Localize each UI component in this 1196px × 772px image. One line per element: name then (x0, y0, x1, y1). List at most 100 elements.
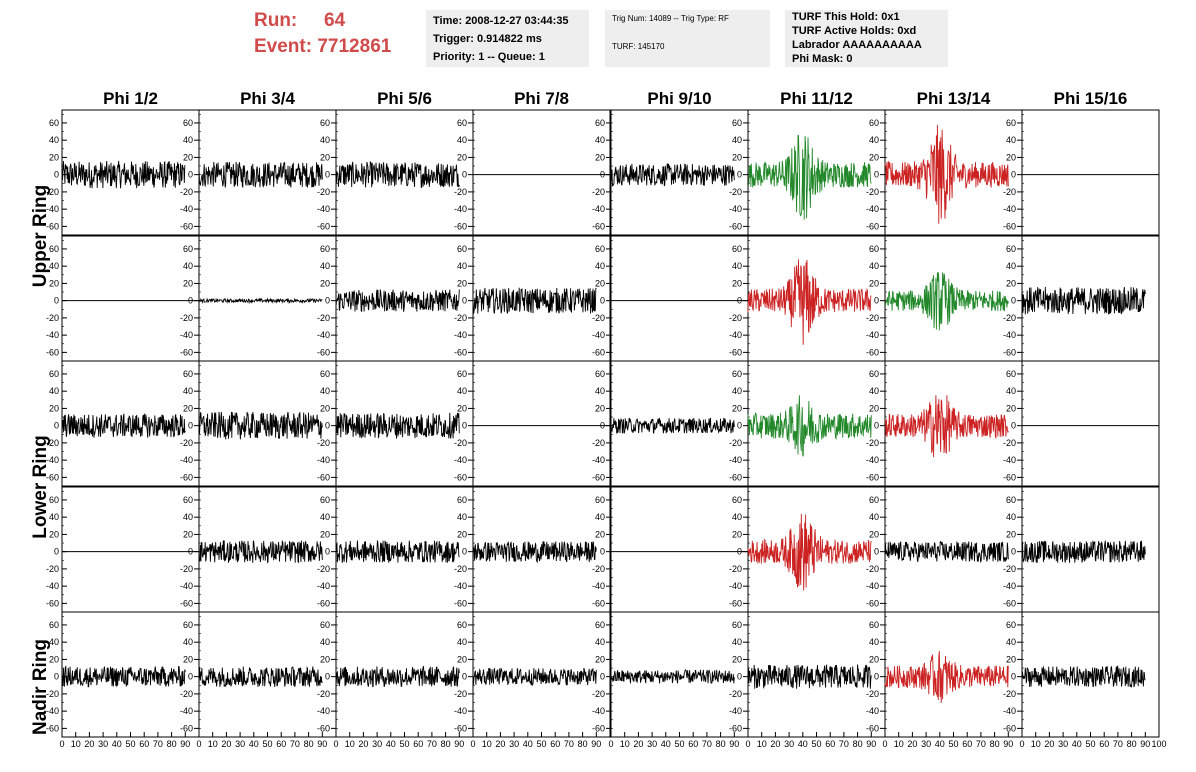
y-tick-label: 0 (874, 547, 879, 557)
y-tick-label: 60 (320, 620, 330, 630)
y-tick-label: 0 (462, 170, 467, 180)
y-tick-label: 60 (457, 620, 467, 630)
waveform-trace (884, 124, 1009, 224)
time-info-box: Time: 2008-12-27 03:44:35 Trigger: 0.914… (426, 10, 589, 67)
y-tick-label: -60 (454, 723, 467, 733)
y-tick-label: 20 (1006, 278, 1016, 288)
y-tick-label: -40 (866, 706, 879, 716)
x-tick-label: 40 (661, 739, 671, 749)
y-tick-label: -40 (317, 581, 330, 591)
y-tick-label: -20 (46, 313, 59, 323)
y-tick-label: 0 (737, 672, 742, 682)
y-tick-label: -40 (866, 581, 879, 591)
y-tick-label: 0 (1011, 170, 1016, 180)
x-tick-label: 20 (84, 739, 94, 749)
y-tick-label: 0 (600, 170, 605, 180)
x-tick-label: 10 (757, 739, 767, 749)
y-tick-label: 60 (457, 118, 467, 128)
x-tick-label: 10 (894, 739, 904, 749)
y-tick-label: 60 (595, 369, 605, 379)
y-tick-label: 0 (1011, 296, 1016, 306)
y-tick-label: 0 (1011, 547, 1016, 557)
y-tick-label: 40 (49, 386, 59, 396)
y-tick-label: 60 (869, 620, 879, 630)
y-tick-label: 0 (188, 170, 193, 180)
y-tick-label: -60 (592, 472, 605, 482)
x-tick-label: 40 (523, 739, 533, 749)
y-tick-label: 40 (1006, 637, 1016, 647)
y-tick-label: 60 (49, 495, 59, 505)
y-tick-label: -20 (454, 187, 467, 197)
y-tick-label: 60 (869, 495, 879, 505)
y-tick-label: -40 (180, 455, 193, 465)
x-tick-label: 70 (702, 739, 712, 749)
y-tick-label: 20 (320, 529, 330, 539)
y-tick-label: 60 (183, 244, 193, 254)
y-tick-label: 60 (869, 369, 879, 379)
y-tick-label: -20 (866, 438, 879, 448)
y-tick-label: -60 (866, 472, 879, 482)
turf-info-box: TURF This Hold: 0x1 TURF Active Holds: 0… (785, 10, 948, 67)
y-tick-label: 60 (1006, 495, 1016, 505)
y-tick-label: 20 (595, 152, 605, 162)
y-tick-label: -40 (729, 581, 742, 591)
waveform-trace (61, 665, 186, 688)
y-tick-label: 0 (600, 296, 605, 306)
y-tick-label: 40 (49, 512, 59, 522)
x-tick-label: 30 (1058, 739, 1068, 749)
y-tick-label: 20 (595, 529, 605, 539)
y-tick-label: -60 (729, 347, 742, 357)
y-tick-label: -60 (866, 221, 879, 231)
y-tick-label: 60 (595, 495, 605, 505)
x-tick-label: 40 (935, 739, 945, 749)
run-value: 64 (324, 10, 346, 31)
x-tick-label: 70 (976, 739, 986, 749)
y-tick-label: 0 (188, 421, 193, 431)
trig-num-text: Trig Num: 14089 -- Trig Type: RF (612, 14, 729, 23)
y-tick-label: 0 (874, 421, 879, 431)
x-tick-label: 10 (208, 739, 218, 749)
y-tick-label: 60 (1006, 244, 1016, 254)
x-tick-label: 30 (372, 739, 382, 749)
y-tick-label: -60 (180, 221, 193, 231)
y-tick-label: -20 (317, 313, 330, 323)
y-tick-label: -60 (317, 221, 330, 231)
column-header: Phi 9/10 (647, 89, 711, 108)
waveform-trace (335, 160, 460, 189)
run-event-box: Run: 64 Event: 7712861 (254, 8, 414, 64)
y-tick-label: 20 (320, 654, 330, 664)
x-tick-label: 10 (345, 739, 355, 749)
y-tick-label: 40 (457, 512, 467, 522)
waveform-trace (1021, 286, 1146, 315)
y-tick-label: -20 (180, 689, 193, 699)
y-tick-label: -20 (729, 564, 742, 574)
waveform-trace (198, 666, 323, 688)
x-tick-label: 90 (866, 739, 876, 749)
y-tick-label: -60 (46, 723, 59, 733)
y-tick-label: -40 (180, 706, 193, 716)
y-tick-label: -40 (592, 330, 605, 340)
y-tick-label: 40 (320, 637, 330, 647)
trigger-info-box: Trig Num: 14089 -- Trig Type: RF TURF: 1… (605, 10, 770, 67)
y-tick-label: 20 (457, 403, 467, 413)
y-tick-label: 0 (54, 170, 59, 180)
y-tick-label: -20 (592, 438, 605, 448)
y-tick-label: -20 (1003, 438, 1016, 448)
x-tick-label: 40 (798, 739, 808, 749)
panel-frame (610, 235, 749, 362)
y-tick-label: -60 (1003, 472, 1016, 482)
y-tick-label: -60 (317, 472, 330, 482)
y-tick-label: -40 (317, 706, 330, 716)
x-tick-label: 20 (907, 739, 917, 749)
y-tick-label: 0 (600, 421, 605, 431)
waveform-trace (884, 395, 1009, 458)
y-tick-label: 20 (49, 529, 59, 539)
y-tick-label: -20 (866, 689, 879, 699)
y-tick-label: -20 (46, 187, 59, 197)
x-tick-label: 20 (770, 739, 780, 749)
y-tick-label: -40 (46, 706, 59, 716)
waveform-trace (198, 297, 323, 305)
y-tick-label: -40 (317, 204, 330, 214)
waveform-trace (747, 135, 872, 220)
y-tick-label: -40 (1003, 455, 1016, 465)
